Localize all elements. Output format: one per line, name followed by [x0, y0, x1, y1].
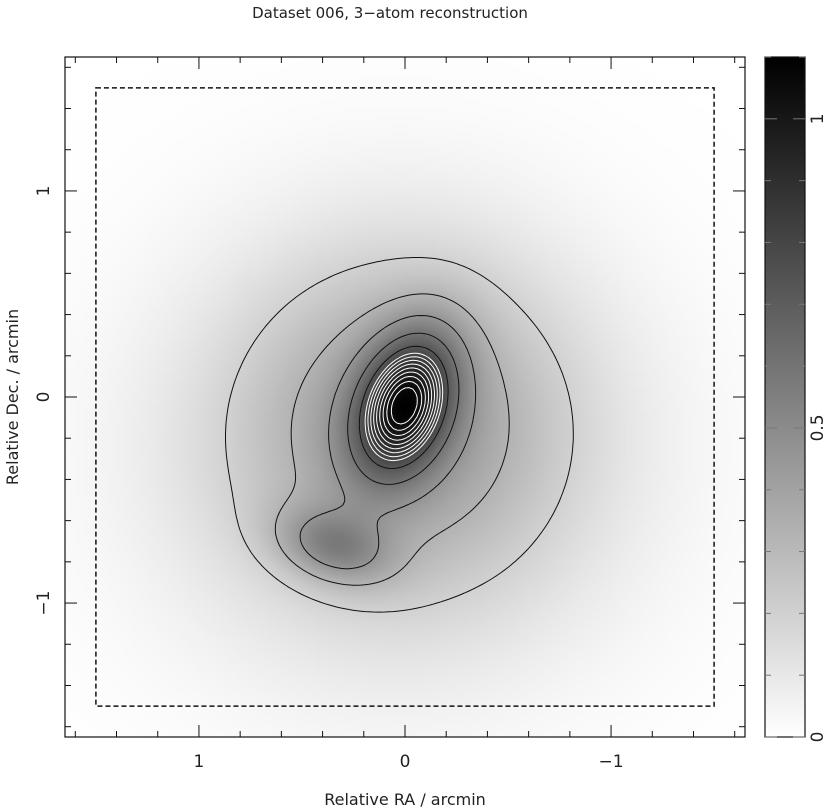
colorbar: 00.51 [764, 56, 828, 743]
contour-level [225, 257, 574, 613]
contour-level [382, 376, 426, 436]
x-tick-label: 0 [400, 752, 411, 772]
contour-level [367, 356, 441, 458]
x-tick-label: 1 [194, 752, 205, 772]
y-axis-label: Relative Dec. / arcmin [3, 309, 22, 485]
contour-level [376, 367, 433, 446]
contour-level [347, 332, 460, 485]
contour-lines [225, 257, 574, 613]
contour-level [358, 345, 449, 469]
plot-area: 1 0 −1 1 0 −1 [34, 56, 746, 772]
y-tick-label: 1 [34, 186, 54, 197]
contour-level [274, 293, 510, 586]
colorbar-tick-label: 0.5 [808, 414, 828, 441]
y-tick-label: 0 [34, 392, 54, 403]
colorbar-gradient [764, 56, 806, 738]
contour-level [379, 371, 430, 441]
intensity-map [65, 57, 745, 737]
colorbar-tick-label: 1 [808, 113, 828, 124]
contour-level [364, 352, 444, 462]
chart-title: Dataset 006, 3−atom reconstruction [252, 4, 528, 22]
colorbar-tick-label: 0 [808, 732, 828, 743]
y-axis: 1 0 −1 [34, 66, 745, 728]
region-box [95, 87, 715, 707]
contour-level [386, 380, 423, 431]
contour-level [390, 387, 418, 425]
x-axis: 1 0 −1 [74, 57, 736, 772]
contour-level [373, 363, 435, 450]
x-tick-label: −1 [599, 752, 624, 772]
y-tick-label: −1 [34, 591, 54, 616]
colorbar-ticks: 00.51 [765, 56, 828, 743]
contour-level [299, 315, 477, 570]
contour-level [370, 359, 438, 454]
x-axis-label: Relative RA / arcmin [324, 790, 486, 809]
